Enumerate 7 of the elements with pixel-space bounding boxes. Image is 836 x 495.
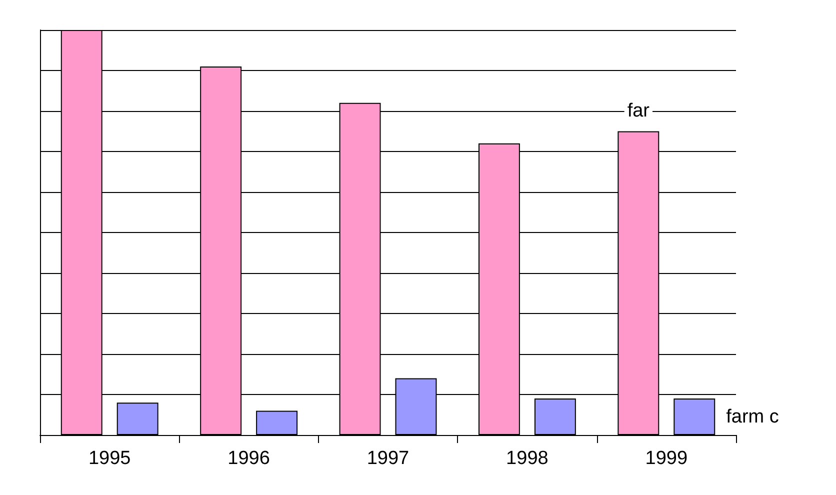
series-label: far [627,100,650,122]
x-tick-label: 1998 [506,448,548,469]
x-tick-label: 1997 [366,448,410,469]
x-tick-label: 1999 [645,448,688,469]
x-tick-label: 1996 [228,448,270,469]
series-label: farm c [726,406,779,428]
x-tick-label: 1995 [88,448,131,469]
